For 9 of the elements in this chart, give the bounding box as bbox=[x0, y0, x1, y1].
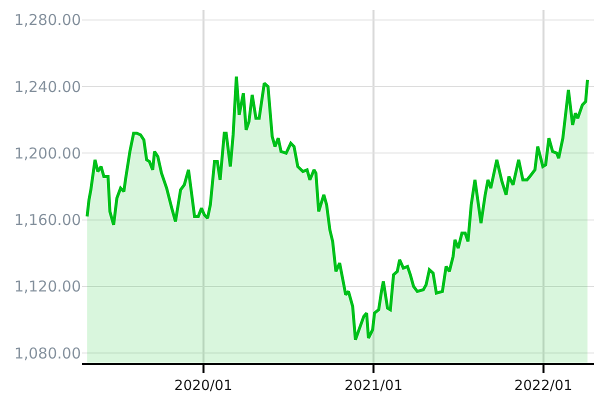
y-tick-label: 1,240.00 bbox=[14, 78, 81, 96]
y-tick-label: 1,280.00 bbox=[14, 11, 81, 30]
y-tick-label: 1,080.00 bbox=[14, 344, 81, 362]
y-tick-label: 1,200.00 bbox=[14, 144, 81, 162]
y-tick-label: 1,160.00 bbox=[14, 211, 81, 230]
x-tick-label: 2020/01 bbox=[174, 378, 232, 394]
y-tick-label: 1,120.00 bbox=[14, 278, 81, 296]
x-tick-label: 2021/01 bbox=[344, 378, 403, 394]
x-tick-label: 2022/01 bbox=[514, 378, 572, 394]
